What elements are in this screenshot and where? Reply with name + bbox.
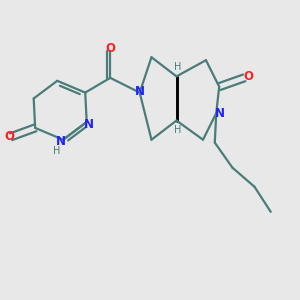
Text: N: N	[135, 85, 145, 98]
Text: H: H	[174, 62, 182, 72]
Text: O: O	[4, 130, 15, 143]
Text: O: O	[244, 70, 254, 83]
Text: O: O	[105, 42, 115, 55]
Text: N: N	[56, 135, 66, 148]
Text: N: N	[84, 118, 94, 131]
Text: H: H	[53, 146, 60, 157]
Text: N: N	[215, 107, 225, 120]
Text: H: H	[174, 125, 182, 135]
